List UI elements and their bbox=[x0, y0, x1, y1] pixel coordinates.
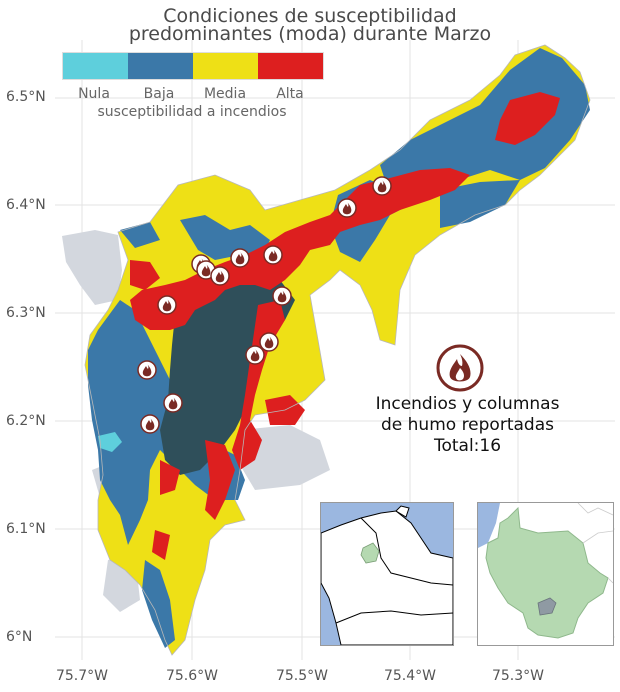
x-tick-label: 75.3°W bbox=[491, 668, 544, 684]
legend-title: susceptibilidad a incendios bbox=[97, 104, 287, 120]
y-tick-label: 6°N bbox=[6, 629, 33, 645]
region-nula bbox=[98, 432, 122, 452]
fire-annotation: Incendios y columnas de humo reportadas … bbox=[350, 394, 585, 457]
fire-marker bbox=[272, 286, 292, 306]
fire-marker bbox=[259, 332, 279, 352]
legend-label-alta: Alta bbox=[276, 86, 304, 102]
annotation-total: Total:16 bbox=[433, 436, 502, 456]
region-outline bbox=[84, 44, 591, 656]
inset-study-area bbox=[537, 597, 557, 616]
legend-swatch-alta bbox=[258, 53, 323, 79]
fire-marker bbox=[230, 248, 250, 268]
inset-country-map bbox=[320, 502, 454, 646]
annotation-line1: Incendios y columnas bbox=[375, 394, 560, 414]
legend-label-nula: Nula bbox=[78, 86, 110, 102]
fire-markers bbox=[137, 176, 392, 434]
y-tick-label: 6.4°N bbox=[6, 197, 46, 213]
fire-marker bbox=[163, 393, 183, 413]
legend-swatch-baja bbox=[128, 53, 193, 79]
inset-highlight-region bbox=[360, 542, 380, 564]
legend-label-baja: Baja bbox=[143, 86, 175, 102]
fire-marker bbox=[140, 414, 160, 434]
y-tick-label: 6.5°N bbox=[6, 89, 46, 105]
x-tick-label: 75.6°W bbox=[165, 668, 218, 684]
inset-department-svg bbox=[478, 503, 613, 645]
legend-swatch-media bbox=[193, 53, 258, 79]
y-tick-label: 6.3°N bbox=[6, 305, 46, 321]
y-tick-label: 6.2°N bbox=[6, 413, 46, 429]
inset-department-map bbox=[477, 502, 614, 646]
map-title-line1: Condiciones de susceptibilidad bbox=[163, 5, 457, 27]
fire-marker bbox=[157, 295, 177, 315]
legend-swatch-nula bbox=[63, 53, 128, 79]
x-tick-label: 75.4°W bbox=[383, 668, 436, 684]
x-tick-label: 75.7°W bbox=[55, 668, 108, 684]
inset-country-svg bbox=[321, 503, 453, 645]
map-title-line2: predominantes (moda) durante Marzo bbox=[128, 23, 492, 45]
inset-department-region bbox=[485, 506, 609, 639]
fire-marker bbox=[337, 198, 357, 218]
fire-icon bbox=[436, 344, 484, 392]
x-tick-label: 75.5°W bbox=[275, 668, 328, 684]
y-tick-label: 6.1°N bbox=[6, 521, 46, 537]
region-alta bbox=[130, 92, 560, 560]
fire-marker bbox=[137, 360, 157, 380]
fire-marker bbox=[372, 176, 392, 196]
legend-colorbar bbox=[62, 52, 324, 80]
fire-marker bbox=[263, 245, 283, 265]
fire-marker bbox=[210, 266, 230, 286]
legend-label-media: Media bbox=[203, 86, 247, 102]
annotation-line2: de humo reportadas bbox=[381, 415, 554, 435]
fire-marker bbox=[245, 345, 265, 365]
